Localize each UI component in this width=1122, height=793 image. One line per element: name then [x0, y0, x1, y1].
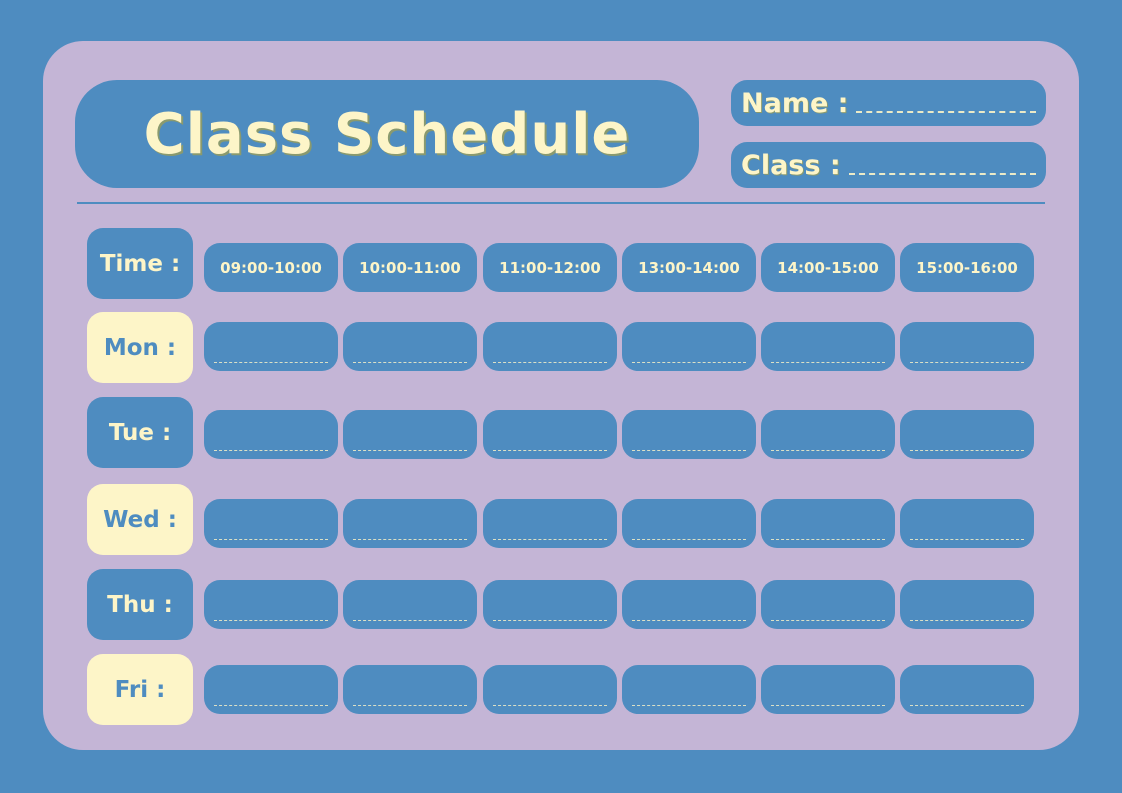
cell-input-line [353, 362, 467, 363]
cell-input-line [214, 620, 328, 621]
day-label: Thu : [87, 569, 193, 640]
page-title: Class Schedule [75, 80, 699, 188]
schedule-cell[interactable] [343, 499, 477, 548]
schedule-cell[interactable] [343, 665, 477, 714]
time-slot-header: 14:00-15:00 [761, 243, 895, 292]
cell-input-line [214, 539, 328, 540]
class-label: Class : [741, 149, 841, 181]
cell-input-line [214, 362, 328, 363]
schedule-cell[interactable] [204, 665, 338, 714]
cell-input-line [771, 539, 885, 540]
schedule-cell[interactable] [204, 580, 338, 629]
schedule-cell[interactable] [204, 410, 338, 459]
cell-input-line [493, 620, 607, 621]
schedule-cell[interactable] [900, 410, 1034, 459]
cell-input-line [632, 362, 746, 363]
cell-input-line [771, 705, 885, 706]
cell-input-line [771, 620, 885, 621]
time-slot-header: 11:00-12:00 [483, 243, 617, 292]
schedule-cell[interactable] [900, 665, 1034, 714]
schedule-cell[interactable] [483, 322, 617, 371]
cell-input-line [910, 539, 1024, 540]
schedule-cell[interactable] [483, 410, 617, 459]
schedule-cell[interactable] [622, 580, 756, 629]
cell-input-line [493, 705, 607, 706]
cell-input-line [910, 620, 1024, 621]
schedule-cell[interactable] [761, 580, 895, 629]
time-slot-header: 10:00-11:00 [343, 243, 477, 292]
day-label: Wed : [87, 484, 193, 555]
schedule-cell[interactable] [343, 580, 477, 629]
schedule-cell[interactable] [900, 499, 1034, 548]
name-field[interactable]: Name : [731, 80, 1046, 126]
cell-input-line [632, 450, 746, 451]
schedule-cell[interactable] [622, 410, 756, 459]
schedule-cell[interactable] [483, 580, 617, 629]
schedule-cell[interactable] [900, 322, 1034, 371]
cell-input-line [353, 705, 467, 706]
schedule-cell[interactable] [622, 665, 756, 714]
cell-input-line [771, 362, 885, 363]
cell-input-line [632, 705, 746, 706]
cell-input-line [214, 705, 328, 706]
cell-input-line [632, 539, 746, 540]
cell-input-line [493, 450, 607, 451]
name-input-line[interactable] [856, 93, 1036, 113]
day-label: Fri : [87, 654, 193, 725]
name-label: Name : [741, 87, 849, 119]
time-label: Time : [87, 228, 193, 299]
cell-input-line [632, 620, 746, 621]
schedule-cell[interactable] [483, 665, 617, 714]
class-input-line[interactable] [848, 155, 1036, 175]
time-slot-header: 13:00-14:00 [622, 243, 756, 292]
cell-input-line [910, 705, 1024, 706]
schedule-cell[interactable] [761, 322, 895, 371]
cell-input-line [910, 362, 1024, 363]
day-label: Tue : [87, 397, 193, 468]
cell-input-line [353, 620, 467, 621]
cell-input-line [353, 539, 467, 540]
cell-input-line [214, 450, 328, 451]
schedule-cell[interactable] [204, 499, 338, 548]
cell-input-line [493, 539, 607, 540]
schedule-cell[interactable] [761, 665, 895, 714]
schedule-cell[interactable] [343, 410, 477, 459]
schedule-cell[interactable] [761, 499, 895, 548]
cell-input-line [493, 362, 607, 363]
schedule-cell[interactable] [622, 322, 756, 371]
schedule-cell[interactable] [761, 410, 895, 459]
cell-input-line [353, 450, 467, 451]
class-field[interactable]: Class : [731, 142, 1046, 188]
schedule-cell[interactable] [343, 322, 477, 371]
cell-input-line [910, 450, 1024, 451]
divider [77, 202, 1045, 204]
schedule-cell[interactable] [622, 499, 756, 548]
schedule-cell[interactable] [483, 499, 617, 548]
schedule-cell[interactable] [204, 322, 338, 371]
schedule-cell[interactable] [900, 580, 1034, 629]
time-slot-header: 15:00-16:00 [900, 243, 1034, 292]
cell-input-line [771, 450, 885, 451]
time-slot-header: 09:00-10:00 [204, 243, 338, 292]
day-label: Mon : [87, 312, 193, 383]
